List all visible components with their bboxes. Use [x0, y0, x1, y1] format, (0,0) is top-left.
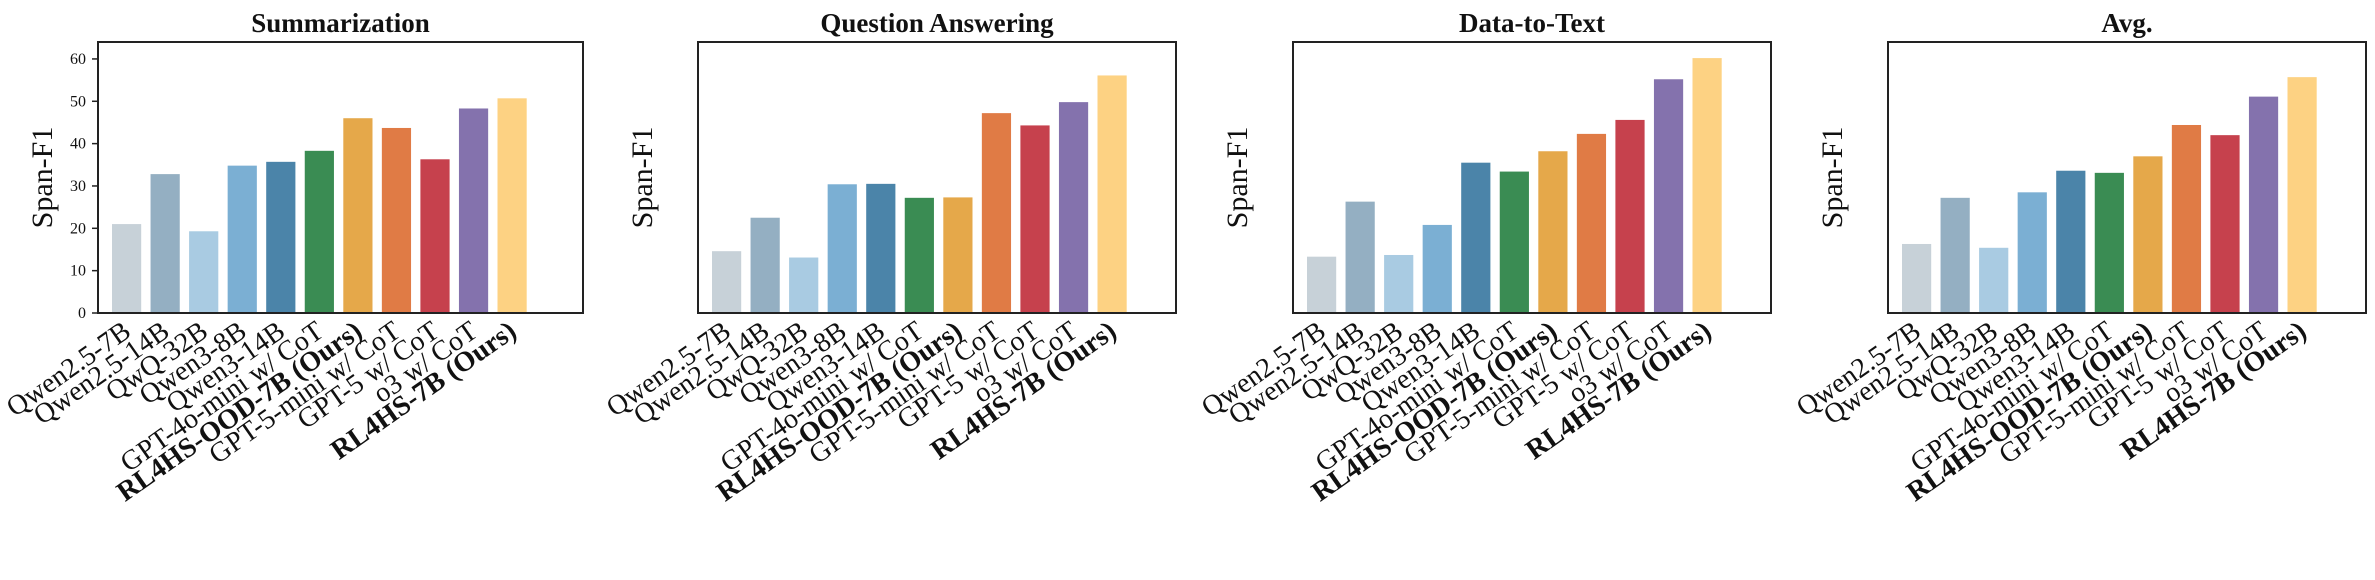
- chart-title: Data-to-Text: [1459, 8, 1605, 38]
- bar-rl4hs-ood-7b-ours: [343, 118, 373, 313]
- bar-gpt-5-mini-w-cot: [381, 127, 412, 313]
- chart-title: Avg.: [2101, 8, 2152, 38]
- bar-o3-w-cot: [1653, 79, 1684, 313]
- chart-panel-1: SummarizationSpan-F10102030405060Qwen2.5…: [1, 8, 584, 508]
- bar-qwen3-8b: [2017, 192, 2047, 313]
- bar-qwen2-5-14b: [1940, 197, 1970, 313]
- bar-gpt-5-mini-w-cot: [1576, 133, 1607, 313]
- bar-qwen2-5-7b: [712, 251, 742, 313]
- chart-title: Question Answering: [820, 8, 1054, 38]
- bar-qwq-32b: [1979, 247, 2009, 313]
- chart-panel-4: Avg.Span-F1Qwen2.5-7BQwen2.5-14BQwQ-32BQ…: [1791, 8, 2367, 508]
- bar-rl4hs-ood-7b-ours: [2133, 156, 2163, 313]
- bar-gpt-4o-mini-w-cot: [904, 197, 934, 313]
- bar-rl4hs-7b-ours: [1692, 58, 1722, 314]
- chart-title: Summarization: [251, 8, 430, 38]
- bar-qwen3-8b: [1422, 224, 1452, 313]
- bar-qwen3-8b: [227, 165, 257, 313]
- bar-gpt-4o-mini-w-cot: [1499, 171, 1529, 313]
- bar-qwen3-14b: [2056, 170, 2086, 313]
- bar-qwen3-14b: [266, 161, 296, 313]
- bar-qwq-32b: [189, 231, 219, 313]
- bar-rl4hs-7b-ours: [1097, 75, 1127, 313]
- chart-panel-3: Data-to-TextSpan-F1Qwen2.5-7BQwen2.5-14B…: [1196, 8, 1772, 508]
- bar-o3-w-cot: [458, 108, 489, 313]
- bar-gpt-4o-mini-w-cot: [2094, 172, 2124, 313]
- bar-gpt-5-w-cot: [2210, 135, 2240, 313]
- chart-panel-2: Question AnsweringSpan-F1Qwen2.5-7BQwen2…: [601, 8, 1177, 508]
- bar-rl4hs-ood-7b-ours: [943, 197, 973, 313]
- bar-o3-w-cot: [1058, 102, 1089, 313]
- y-tick-label: 40: [70, 136, 86, 153]
- bar-qwen3-14b: [1461, 162, 1491, 313]
- y-tick-label: 30: [70, 178, 86, 195]
- bar-qwen2-5-7b: [1307, 256, 1337, 313]
- bar-qwen2-5-14b: [750, 217, 780, 313]
- plot-frame: [697, 41, 1177, 314]
- plot-frame: [1292, 41, 1772, 314]
- y-tick-label: 0: [78, 305, 86, 322]
- y-axis-label: Span-F1: [1816, 127, 1849, 229]
- bar-gpt-5-w-cot: [420, 159, 450, 313]
- bar-qwq-32b: [1384, 254, 1414, 313]
- y-tick-label: 50: [70, 93, 86, 110]
- bar-qwen2-5-7b: [1902, 243, 1932, 313]
- plot-frame: [97, 41, 584, 314]
- y-tick-label: 60: [70, 51, 86, 68]
- bar-qwq-32b: [789, 257, 819, 313]
- y-axis-label: Span-F1: [1221, 127, 1254, 229]
- bar-qwen2-5-14b: [1345, 201, 1375, 313]
- bar-qwen3-14b: [866, 183, 896, 313]
- bar-qwen3-8b: [827, 184, 857, 313]
- bar-gpt-5-w-cot: [1615, 119, 1645, 313]
- plot-frame: [1887, 41, 2367, 314]
- bar-gpt-4o-mini-w-cot: [304, 150, 334, 313]
- bar-rl4hs-7b-ours: [497, 98, 527, 313]
- bar-rl4hs-7b-ours: [2287, 77, 2317, 313]
- y-tick-label: 20: [70, 220, 86, 237]
- bar-rl4hs-ood-7b-ours: [1538, 151, 1568, 313]
- bar-qwen2-5-14b: [150, 174, 180, 313]
- bar-qwen2-5-7b: [112, 224, 142, 313]
- bar-gpt-5-mini-w-cot: [981, 113, 1012, 313]
- bar-o3-w-cot: [2248, 96, 2279, 313]
- bar-gpt-5-mini-w-cot: [2171, 124, 2202, 314]
- y-axis-label: Span-F1: [626, 127, 659, 229]
- y-tick-label: 10: [70, 263, 86, 280]
- bar-gpt-5-w-cot: [1020, 125, 1050, 313]
- y-axis-label: Span-F1: [26, 127, 59, 229]
